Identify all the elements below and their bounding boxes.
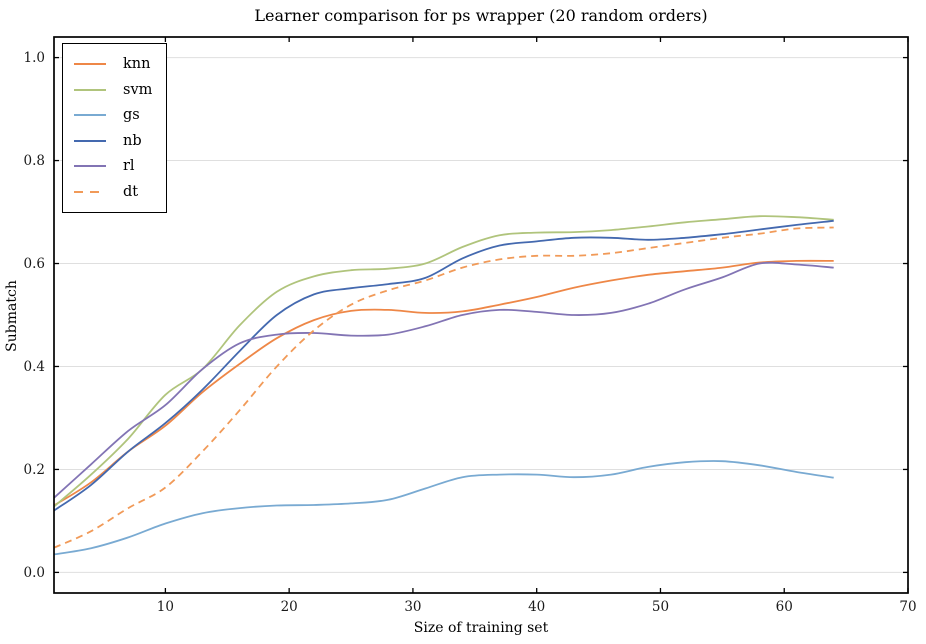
- legend-swatch-gs: [74, 114, 106, 117]
- x-tick-label: 50: [652, 599, 669, 615]
- series-line-rl: [53, 261, 834, 499]
- y-tick-label: 0.6: [24, 256, 45, 272]
- legend-item-knn: knn: [73, 53, 152, 76]
- chart-title: Learner comparison for ps wrapper (20 ra…: [254, 6, 708, 25]
- x-tick-label: 70: [899, 599, 916, 615]
- y-tick-label: 0.2: [24, 462, 45, 478]
- legend-swatch-knn: [74, 63, 106, 66]
- x-tick-label: 30: [404, 599, 421, 615]
- y-tick-label: 0.4: [24, 359, 45, 375]
- legend-swatch-dt: [74, 190, 106, 193]
- legend-item-svm: svm: [73, 79, 152, 102]
- series-line-dt: [53, 226, 834, 549]
- legend: knn svm gs nb rl dt: [62, 43, 168, 213]
- legend-label-dt: dt: [123, 183, 139, 200]
- legend-item-gs: gs: [73, 104, 152, 127]
- series-line-gs: [53, 460, 834, 556]
- y-tick-label: 0.8: [24, 153, 45, 169]
- legend-label-nb: nb: [123, 132, 142, 149]
- x-tick-label: 20: [281, 599, 298, 615]
- plot-border: [53, 36, 909, 594]
- legend-item-rl: rl: [73, 155, 152, 178]
- legend-item-dt: dt: [73, 181, 152, 204]
- x-tick-label: 10: [157, 599, 174, 615]
- legend-label-rl: rl: [123, 158, 135, 175]
- legend-label-knn: knn: [123, 56, 151, 73]
- x-tick-label: 40: [528, 599, 545, 615]
- series-line-svm: [53, 215, 834, 508]
- x-tick-label: 60: [776, 599, 793, 615]
- legend-swatch-nb: [74, 139, 106, 142]
- legend-swatch-svm: [74, 88, 106, 91]
- legend-label-svm: svm: [123, 81, 153, 98]
- legend-swatch-rl: [74, 165, 106, 168]
- legend-label-gs: gs: [123, 107, 140, 124]
- x-axis-label: Size of training set: [413, 620, 549, 636]
- series-line-nb: [53, 219, 834, 512]
- legend-item-nb: nb: [73, 130, 152, 153]
- y-tick-label: 1.0: [24, 50, 45, 66]
- series-line-knn: [53, 259, 834, 507]
- y-tick-label: 0.0: [24, 565, 45, 581]
